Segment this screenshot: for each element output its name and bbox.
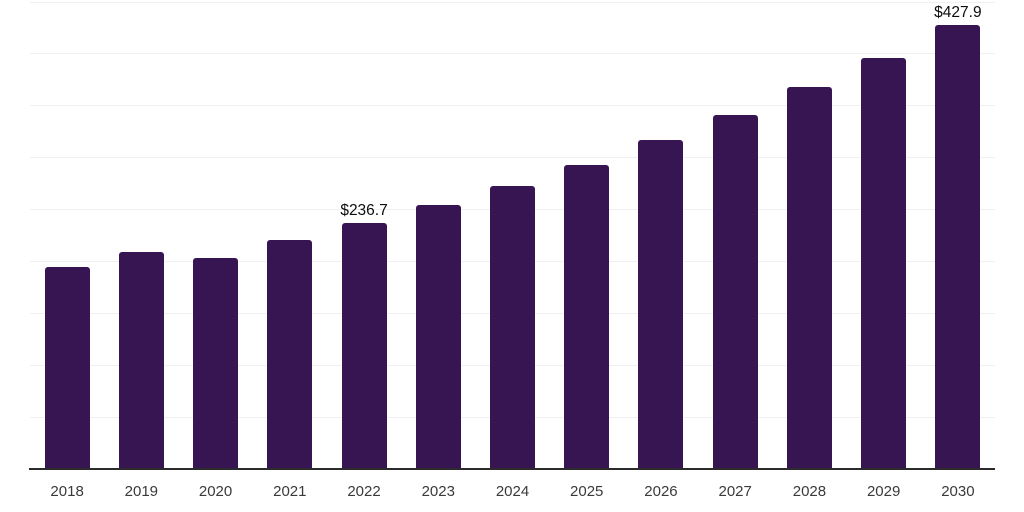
x-tick-2025: 2025 [570,483,604,500]
bar-2021 [267,239,313,469]
x-tick-2020: 2020 [198,483,233,500]
bar-2022 [341,223,387,469]
bar-2027 [712,115,758,469]
bar-2028 [786,87,832,469]
value-label-2022: $236.7 [340,202,388,220]
x-tick-2019: 2019 [124,483,159,500]
gridline-350 [30,105,995,107]
bar-2029 [861,57,907,469]
gridline-450 [30,1,995,3]
x-tick-2018: 2018 [50,483,84,500]
x-tick-2024: 2024 [495,483,530,500]
x-tick-2021: 2021 [273,483,307,500]
x-tick-2026: 2026 [644,483,678,500]
x-tick-2028: 2028 [792,483,827,500]
bar-2020 [193,257,239,469]
bar-2019 [118,252,164,469]
gridline-400 [30,53,995,55]
x-tick-2022: 2022 [347,483,381,500]
gridline-300 [30,157,995,159]
x-tick-2029: 2029 [866,483,901,500]
bar-2030 [935,24,981,469]
value-label-2030: $427.9 [934,3,982,21]
x-axis-line [29,467,995,470]
bar-2026 [638,140,684,469]
bar-2024 [490,185,535,469]
bar-2018 [44,266,90,469]
bar-2023 [415,204,461,469]
bar-2025 [564,165,610,469]
x-tick-2027: 2027 [718,483,752,500]
x-tick-2030: 2030 [941,483,975,500]
x-tick-2023: 2023 [421,483,455,500]
